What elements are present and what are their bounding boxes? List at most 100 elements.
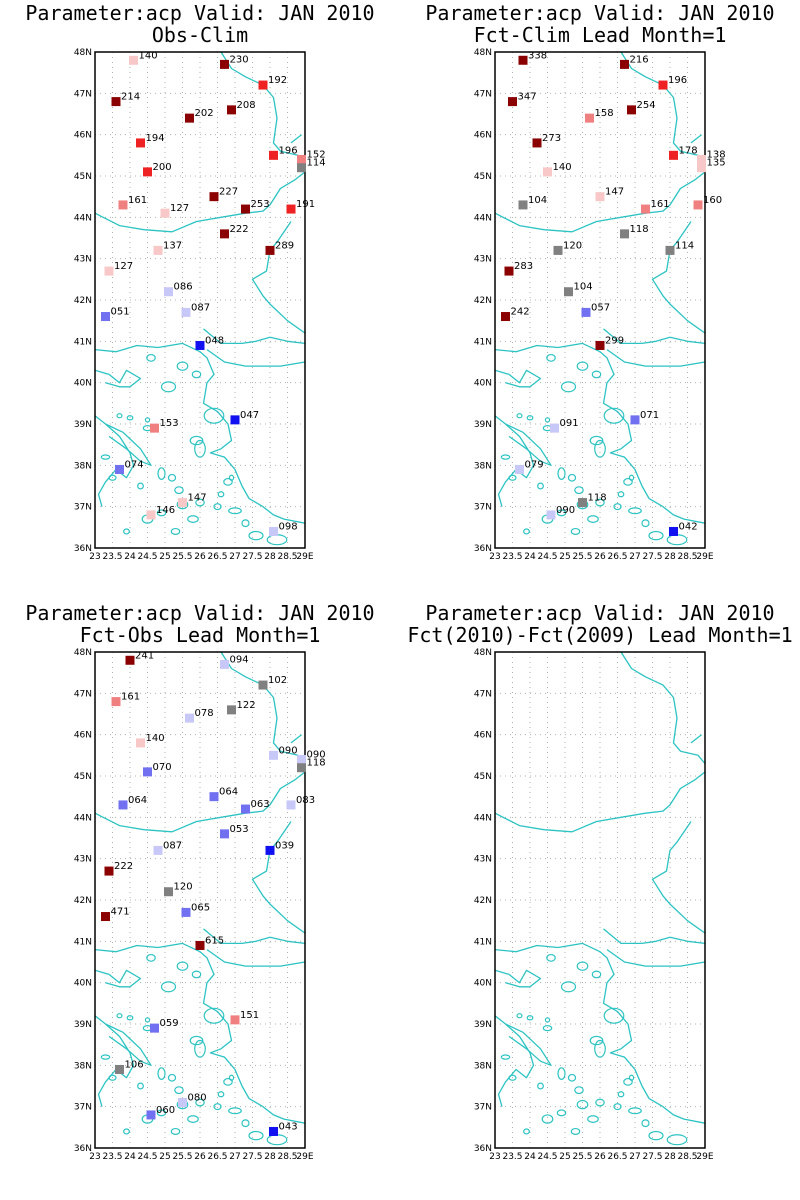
island-outline (576, 361, 589, 371)
island-outline (213, 503, 222, 511)
island-outline (248, 530, 264, 541)
y-tick-label: 44N (74, 213, 92, 223)
station-marker (630, 415, 640, 425)
y-tick-label: 40N (74, 379, 92, 389)
y-tick-label: 36N (74, 1144, 92, 1154)
station-value-label: 347 (518, 92, 537, 103)
station-value-label: 071 (640, 410, 659, 421)
coastline (220, 651, 306, 765)
station-value-label: 083 (296, 795, 315, 806)
island-outline (146, 953, 156, 962)
island-outline (228, 1074, 235, 1081)
island-outline (156, 509, 167, 517)
station-value-label: 254 (637, 100, 656, 111)
station-value-label: 042 (679, 521, 698, 532)
coastline (251, 221, 306, 334)
island-outline (595, 1098, 605, 1107)
island-outline (116, 413, 123, 419)
station-marker (501, 312, 510, 322)
island-outline (641, 519, 650, 528)
x-tick-label: 25 (559, 552, 570, 562)
island-outline (194, 439, 206, 458)
station-marker (153, 245, 163, 255)
x-tick-label: 23 (489, 552, 500, 562)
station-value-label: 039 (275, 840, 294, 851)
station-marker (265, 845, 275, 855)
map-fct-obs: Parameter:acp Valid: JAN 2010 Fct-Obs Le… (25, 601, 374, 1162)
station-marker (697, 154, 706, 164)
x-tick-label: 24.5 (137, 1152, 157, 1162)
island-outline (526, 415, 534, 421)
panel-fct-clim: Parameter:acp Valid: JAN 2010 Fct-Clim L… (400, 0, 800, 600)
map-frame (494, 651, 706, 1149)
y-tick-label: 43N (74, 855, 92, 865)
y-tick-label: 39N (74, 1020, 92, 1030)
island-outline (217, 491, 225, 498)
station-value-label: 194 (146, 133, 165, 144)
station-value-label: 057 (591, 302, 610, 313)
station-marker (220, 229, 229, 239)
coastline (494, 771, 706, 833)
station-marker (269, 150, 278, 160)
island-outline (648, 530, 664, 541)
station-marker (508, 97, 517, 107)
coastline (494, 415, 535, 507)
station-value-label: 091 (560, 418, 579, 429)
station-marker (111, 697, 121, 707)
island-outline (248, 1130, 264, 1141)
island-outline (526, 1015, 534, 1021)
station-marker (104, 866, 114, 876)
island-outline (576, 1099, 589, 1110)
y-tick-label: 38N (74, 461, 92, 471)
island-outline (187, 515, 199, 523)
panel-fct-diff: Parameter:acp Valid: JAN 2010 Fct(2010)-… (400, 600, 800, 1200)
x-tick-label: 29E (296, 1152, 313, 1162)
island-outline (203, 1007, 225, 1024)
station-value-label: 208 (237, 100, 256, 111)
station-value-label: 214 (121, 92, 140, 103)
island-outline (523, 1128, 530, 1135)
station-marker (150, 423, 159, 433)
station-marker (286, 204, 296, 214)
station-value-label: 216 (630, 54, 649, 65)
island-outline (170, 527, 181, 535)
station-value-label: 138 (707, 149, 726, 160)
station-marker (104, 266, 114, 276)
station-value-label: 283 (514, 261, 533, 272)
station-marker (515, 464, 524, 474)
station-value-label: 090 (307, 749, 326, 760)
station-marker (669, 150, 678, 160)
station-marker (150, 1023, 159, 1033)
coastline (220, 51, 306, 165)
island-outline (542, 1025, 553, 1032)
station-marker (532, 138, 542, 148)
y-tick-label: 43N (474, 255, 492, 265)
island-outline (587, 1115, 599, 1123)
station-marker (581, 307, 591, 317)
station-marker (620, 229, 629, 239)
island-outline (203, 407, 225, 424)
station-marker (185, 113, 194, 123)
station-value-label: 080 (188, 1093, 207, 1104)
x-tick-label: 28 (664, 1152, 676, 1162)
x-tick-label: 24 (524, 552, 536, 562)
station-marker (209, 792, 219, 802)
island-outline (574, 1086, 584, 1095)
panel-subtitle: Fct(2010)-Fct(2009) Lead Month=1 (407, 623, 792, 647)
station-value-label: 102 (268, 675, 287, 686)
station-marker (269, 750, 278, 760)
station-value-label: 147 (605, 187, 624, 198)
island-outline (144, 417, 151, 423)
station-marker (297, 754, 306, 764)
island-outline (613, 1103, 622, 1111)
coastline (94, 1015, 135, 1107)
station-value-label: 127 (170, 203, 189, 214)
station-value-label: 051 (111, 307, 130, 318)
coastline (251, 821, 306, 934)
y-tick-label: 40N (474, 979, 492, 989)
y-tick-label: 46N (474, 731, 492, 741)
island-outline (617, 491, 625, 498)
x-tick-label: 23.5 (502, 1152, 522, 1162)
y-tick-label: 37N (474, 503, 492, 513)
y-tick-label: 47N (474, 89, 492, 99)
